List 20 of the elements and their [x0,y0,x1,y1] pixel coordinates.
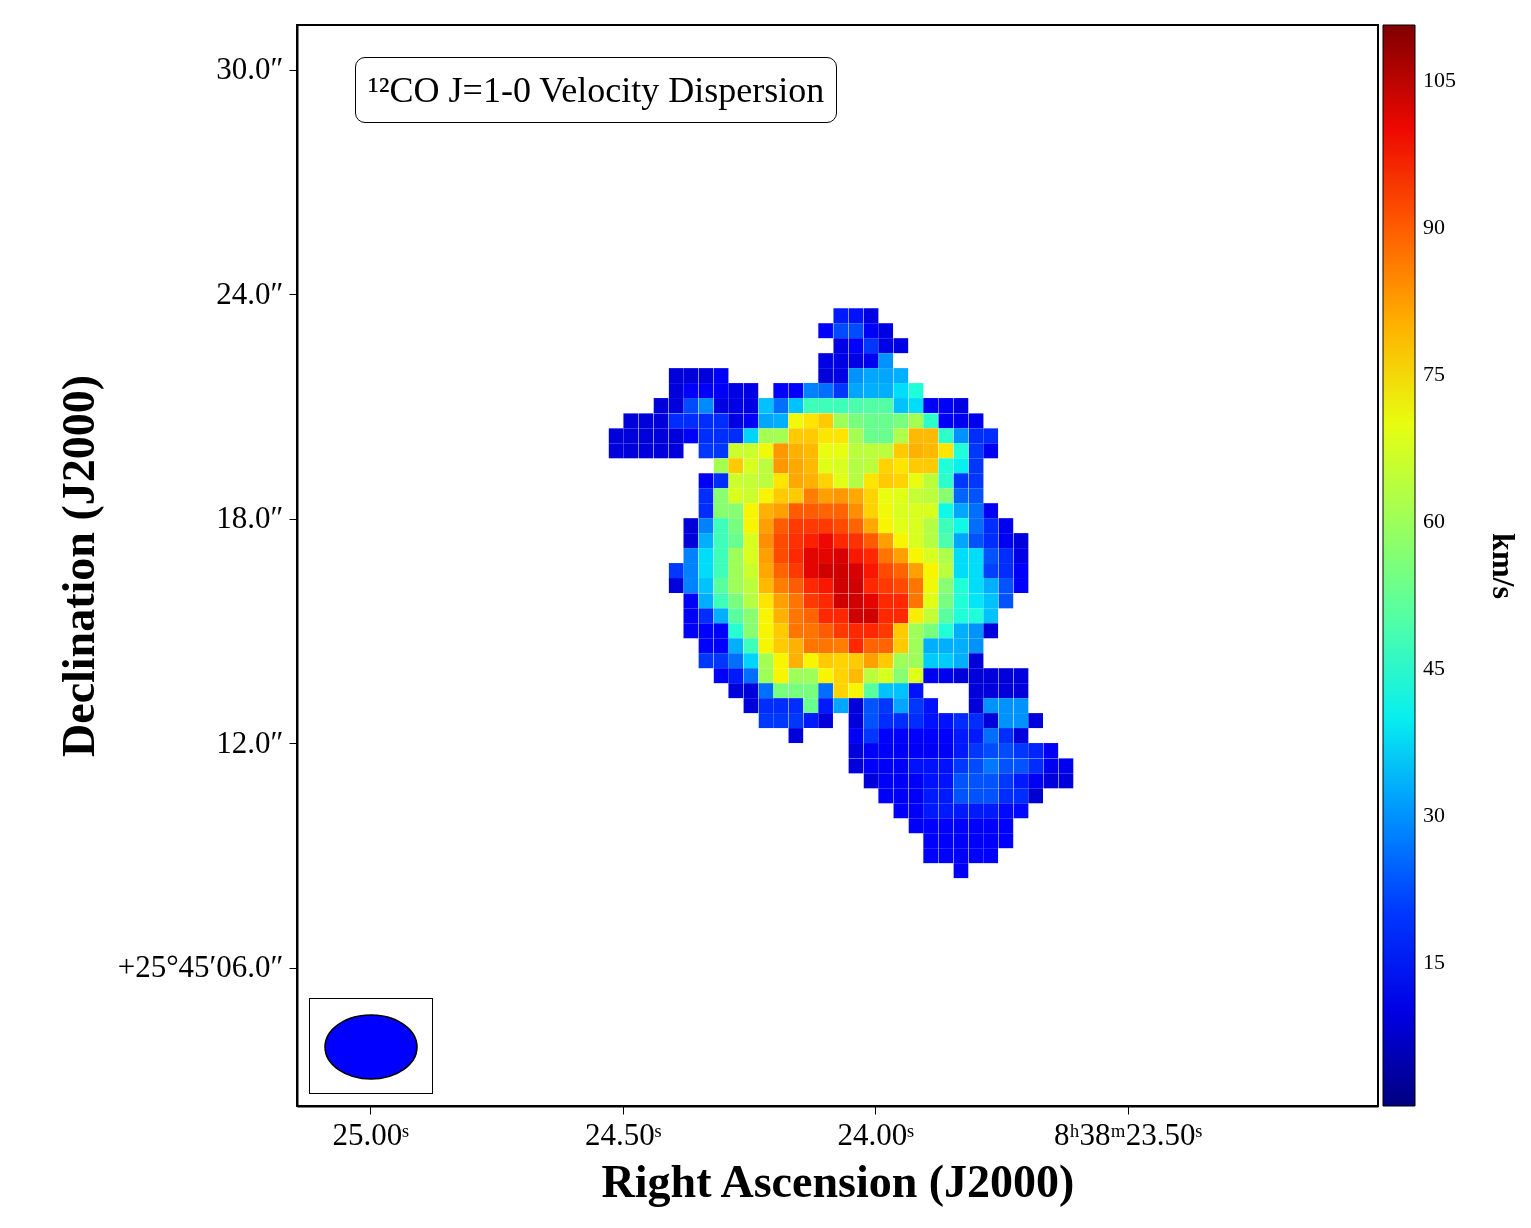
color-bar-label: 75 [1423,360,1445,386]
x-tick-label: 24.00ˢ [837,1116,915,1152]
color-bar-title: km/s [1486,533,1522,599]
y-tick-label: +25°45′06.0″ [117,949,284,985]
x-tick-label: 8ʰ38ᵐ23.50ˢ [1054,1116,1203,1152]
text: ¹²CO J=1-0 Velocity Dispersion [355,57,838,123]
y-tick-label: 18.0″ [216,500,284,536]
x-tick-label: 24.50ˢ [584,1116,662,1152]
color-bar-label: 90 [1423,213,1445,239]
color-bar-label: 15 [1423,948,1445,974]
x-tick-label: 25.00ˢ [332,1116,410,1152]
y-tick-label: 12.0″ [216,724,284,760]
color-bar-label: 105 [1423,66,1456,92]
color-bar-label: 30 [1423,801,1445,827]
y-axis-title: Declination (J2000) [52,374,104,758]
color-bar-label: 45 [1423,654,1445,680]
x-axis-title: Right Ascension (J2000) [601,1155,1075,1207]
y-tick-label: 24.0″ [216,275,284,311]
color-bar-label: 60 [1423,507,1445,533]
y-tick-label: 30.0″ [216,51,284,87]
